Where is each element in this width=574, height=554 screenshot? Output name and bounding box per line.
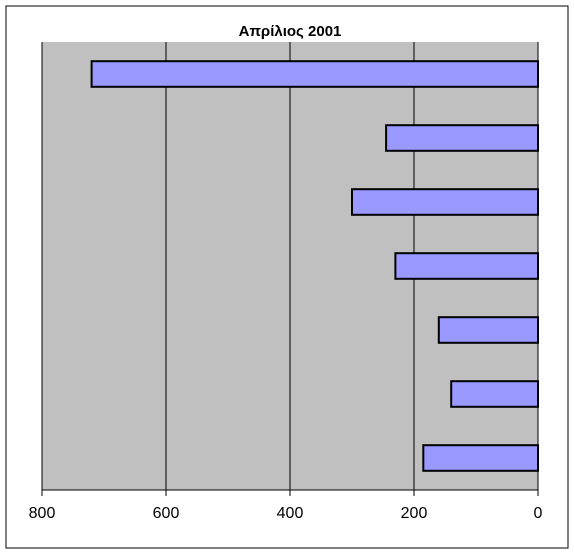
bar	[90, 60, 539, 88]
bar	[394, 252, 539, 280]
bar	[450, 380, 540, 408]
x-tick-label: 800	[29, 505, 56, 522]
bar	[385, 124, 539, 152]
x-tick-label: 0	[534, 505, 543, 522]
x-tick-label: 200	[401, 505, 428, 522]
bar	[351, 188, 539, 216]
bar	[437, 316, 539, 344]
x-tick-label: 600	[153, 505, 180, 522]
bar	[422, 444, 539, 472]
x-tick-label: 400	[277, 505, 304, 522]
chart-title: Απρίλιος 2001	[239, 23, 342, 40]
